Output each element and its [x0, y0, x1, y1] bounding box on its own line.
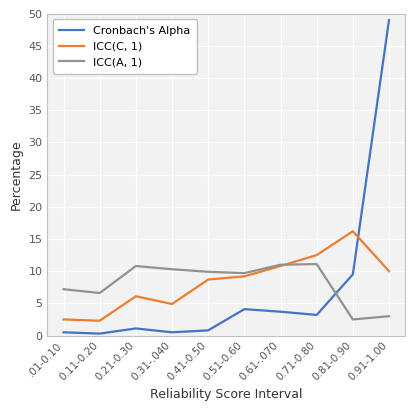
ICC(C, 1) — [350, 229, 355, 234]
Cronbach's Alpha — [170, 330, 175, 335]
Cronbach's Alpha — [97, 331, 102, 336]
Cronbach's Alpha — [133, 326, 138, 331]
ICC(C, 1) — [97, 318, 102, 323]
ICC(C, 1) — [314, 253, 319, 258]
Line: ICC(A, 1): ICC(A, 1) — [63, 264, 389, 319]
Cronbach's Alpha — [314, 312, 319, 317]
ICC(C, 1) — [133, 294, 138, 299]
Line: ICC(C, 1): ICC(C, 1) — [63, 231, 389, 321]
ICC(C, 1) — [278, 263, 283, 268]
ICC(A, 1) — [242, 270, 247, 275]
ICC(A, 1) — [133, 263, 138, 268]
ICC(C, 1) — [242, 274, 247, 279]
ICC(C, 1) — [386, 269, 391, 274]
Cronbach's Alpha — [206, 328, 211, 333]
Cronbach's Alpha — [242, 307, 247, 312]
ICC(A, 1) — [278, 262, 283, 267]
ICC(A, 1) — [314, 262, 319, 267]
ICC(C, 1) — [61, 317, 66, 322]
X-axis label: Reliability Score Interval: Reliability Score Interval — [150, 388, 303, 401]
Cronbach's Alpha — [350, 272, 355, 277]
Legend: Cronbach's Alpha, ICC(C, 1), ICC(A, 1): Cronbach's Alpha, ICC(C, 1), ICC(A, 1) — [53, 19, 197, 74]
ICC(A, 1) — [386, 314, 391, 319]
ICC(A, 1) — [97, 291, 102, 296]
Line: Cronbach's Alpha: Cronbach's Alpha — [63, 20, 389, 334]
ICC(C, 1) — [206, 277, 211, 282]
Cronbach's Alpha — [278, 309, 283, 314]
Y-axis label: Percentage: Percentage — [10, 139, 23, 210]
ICC(C, 1) — [170, 302, 175, 307]
Cronbach's Alpha — [61, 330, 66, 335]
ICC(A, 1) — [170, 267, 175, 272]
ICC(A, 1) — [350, 317, 355, 322]
ICC(A, 1) — [61, 287, 66, 292]
Cronbach's Alpha — [386, 18, 391, 23]
ICC(A, 1) — [206, 269, 211, 274]
